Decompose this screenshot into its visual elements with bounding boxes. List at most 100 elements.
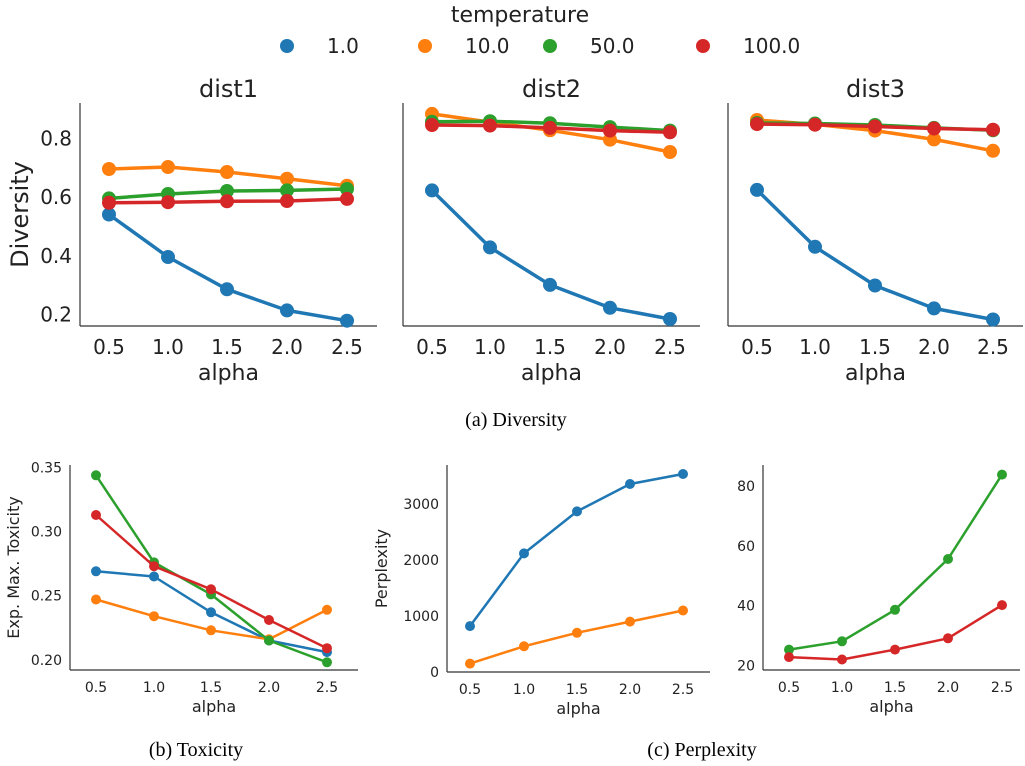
data-point-100.0 [750,117,764,132]
x-tick-label: 0.5 [93,335,125,359]
data-point-100.0 [206,584,216,595]
data-point-10.0 [927,132,941,147]
data-point-50.0 [340,182,354,196]
data-point-1.0 [868,278,882,293]
legend-marker-10.0 [418,39,432,53]
data-point-1.0 [102,207,116,222]
legend: temperature 1.0 10.0 50.0 100.0 [280,3,800,58]
x-axis-label: alpha [556,699,600,718]
x-tick-label: 2.0 [271,335,303,359]
data-point-100.0 [220,194,234,209]
data-point-50.0 [91,470,101,481]
data-point-100.0 [837,654,847,665]
x-tick-label: 2.5 [977,335,1009,359]
data-point-1.0 [220,282,234,297]
data-point-100.0 [943,633,953,644]
data-point-1.0 [425,183,439,198]
x-tick-label: 0.5 [85,680,107,696]
series-50.0 [784,469,1007,655]
data-point-1.0 [149,571,159,582]
legend-label-50.0: 50.0 [590,34,635,58]
x-tick-label: 1.0 [474,335,506,359]
chart-panel-1: dist1 0.2 0.4 0.6 0.8 0.5 1.0 1.5 2.0 2.5 alpha Div… [6,75,377,386]
x-tick-label: 2.5 [331,335,363,359]
data-point-100.0 [425,118,439,132]
y-tick-label: 80 [737,479,755,495]
data-point-1.0 [340,313,354,328]
data-point-100.0 [280,194,294,208]
y-tick-label: 20 [737,659,755,675]
y-tick-label: 0.6 [40,185,72,209]
x-tick-label: 1.5 [566,682,588,698]
y-tick-label: 60 [737,539,755,555]
legend-label-100.0: 100.0 [743,34,800,58]
data-point-100.0 [264,615,274,625]
data-point-100.0 [543,120,557,135]
series-50.0 [91,470,332,668]
data-point-100.0 [890,644,900,655]
x-tick-label: 1.5 [884,680,906,696]
chart-title: dist1 [199,75,258,103]
x-tick-label: 2.0 [258,680,280,696]
data-point-10.0 [465,658,475,669]
data-point-1.0 [678,469,688,479]
data-point-1.0 [927,301,941,316]
caption-perplexity: (c) Perplexity [647,739,756,761]
data-point-100.0 [603,123,617,138]
chart-panel-6: 20 40 60 80 0.5 1.0 1.5 2.0 2.5 alpha [737,465,1020,716]
x-tick-label: 2.5 [672,682,694,698]
data-point-1.0 [543,277,557,292]
y-tick-label: 0.8 [40,126,72,150]
x-tick-label: 2.5 [316,680,338,696]
y-tick-label: 3000 [403,497,439,513]
x-axis-label: alpha [869,697,913,716]
x-tick-label: 2.0 [619,682,641,698]
y-tick-label: 0.30 [31,525,62,541]
series-100.0 [784,600,1007,665]
data-point-10.0 [663,145,677,159]
series-100.0 [91,510,332,654]
chart-panel-4: 0.20 0.25 0.30 0.35 0.5 1.0 1.5 2.0 2.5 alpha Exp.… [4,461,358,716]
x-tick-label: 1.0 [513,682,535,698]
x-tick-label: 1.5 [859,335,891,359]
y-tick-label: 0.25 [31,589,62,605]
y-axis-label: Diversity [6,161,34,268]
data-point-100.0 [483,118,497,133]
data-point-1.0 [603,300,617,315]
data-point-50.0 [220,184,234,198]
data-point-100.0 [997,600,1007,611]
x-tick-label: 2.5 [991,680,1013,696]
series-line-1.0 [468,472,684,627]
data-point-1.0 [986,312,1000,327]
data-point-1.0 [206,607,216,618]
y-axis-label: Perplexity [372,529,391,608]
data-point-100.0 [322,643,332,654]
series-1.0 [750,182,1000,327]
data-point-1.0 [91,566,101,577]
data-point-100.0 [149,561,159,572]
legend-marker-1.0 [280,39,294,53]
chart-panel-3: dist3 0.5 1.0 1.5 2.0 2.5 alpha [727,75,1023,386]
data-point-10.0 [149,611,159,622]
data-point-50.0 [784,644,794,655]
chart-panel-5: 0 1000 2000 3000 0.5 1.0 1.5 2.0 2.5 alpha Perplex… [372,465,710,718]
data-point-10.0 [678,605,688,616]
data-point-10.0 [206,625,216,636]
y-tick-label: 1000 [403,609,439,625]
data-point-50.0 [890,604,900,615]
data-point-1.0 [625,479,635,489]
series-100.0 [750,117,1000,137]
data-point-10.0 [625,616,635,627]
legend-label-10.0: 10.0 [465,34,510,58]
series-line-1.0 [107,213,348,323]
data-point-10.0 [161,160,175,174]
data-point-100.0 [868,119,882,134]
chart-title: dist2 [522,75,581,103]
legend-marker-50.0 [543,39,557,53]
y-tick-label: 0.35 [31,461,62,477]
data-point-100.0 [927,121,941,136]
data-point-1.0 [572,506,582,517]
x-axis-label: alpha [198,361,259,386]
data-point-50.0 [264,635,274,646]
x-tick-label: 1.5 [200,680,222,696]
